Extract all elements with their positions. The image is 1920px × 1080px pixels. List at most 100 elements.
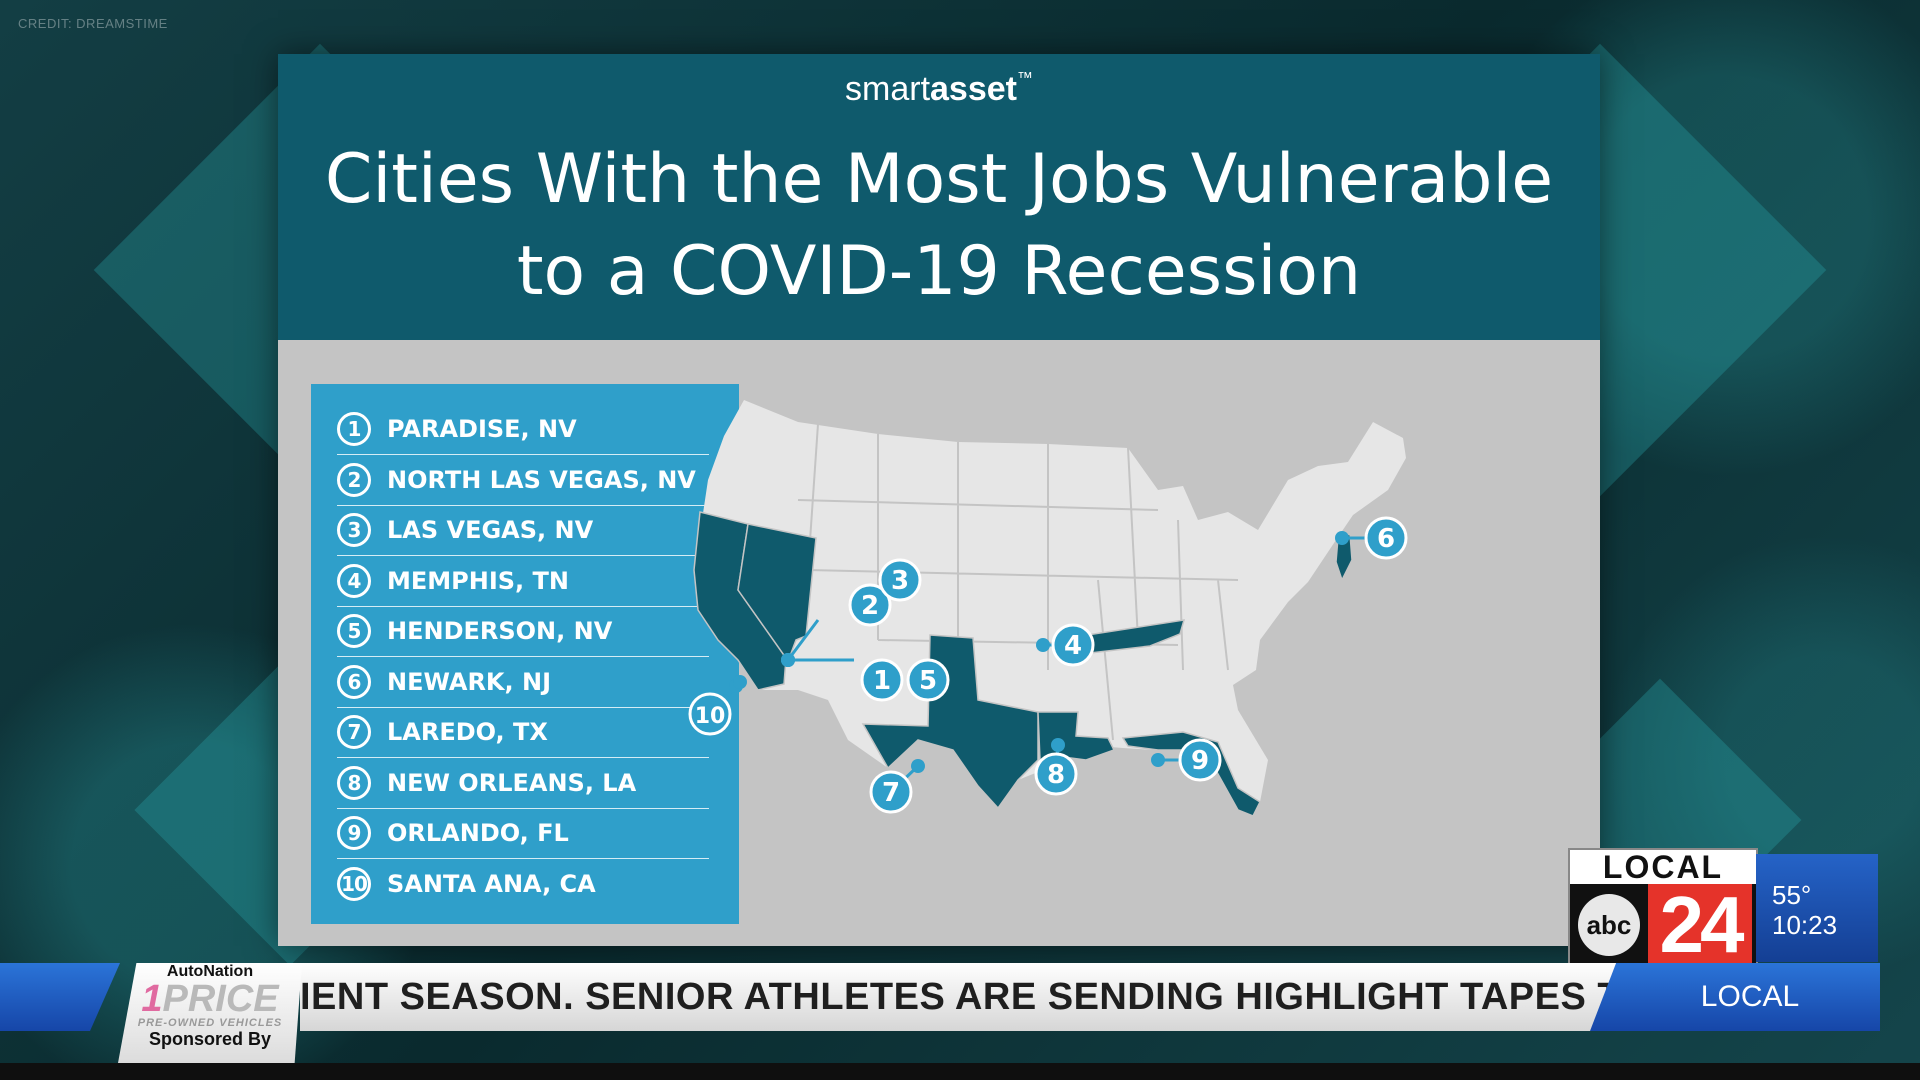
marker-label: 5 [919, 666, 937, 696]
marker-dot [1051, 738, 1065, 752]
photo-credit: CREDIT: DREAMSTIME [18, 16, 168, 31]
city-name: NEW ORLEANS, LA [387, 768, 637, 797]
page-title: Cities With the Most Jobs Vulnerable to … [278, 134, 1600, 318]
city-name: HENDERSON, NV [387, 617, 613, 645]
brand-tm: ™ [1016, 70, 1033, 87]
rank-badge: 8 [337, 765, 371, 800]
title-line-2: to a COVID-19 Recession [516, 232, 1362, 311]
brand-logo: smartasset™ [278, 70, 1600, 109]
list-item: 7 LAREDO, TX [337, 707, 709, 758]
marker-dot [781, 653, 795, 667]
map-marker-6: 6 [1364, 516, 1408, 560]
marker-label: 8 [1047, 760, 1065, 790]
city-name: NEWARK, NJ [387, 667, 552, 696]
marker-label: 4 [1064, 631, 1082, 661]
state-borders [797, 423, 1239, 741]
ticker-text: IENT SEASON. SENIOR ATHLETES ARE SENDING… [300, 976, 1620, 1018]
marker-dot [733, 675, 747, 689]
sponsor-brand: AutoNation [166, 963, 254, 980]
map-marker-5: 5 [906, 658, 950, 702]
list-item: 8 NEW ORLEANS, LA [337, 758, 709, 809]
station-logo: LOCAL abc 24 [1568, 848, 1758, 968]
rank-badge: 4 [337, 563, 371, 598]
list-item: 2 NORTH LAS VEGAS, NV [337, 455, 709, 506]
marker-label: 6 [1377, 524, 1395, 554]
title-line-1: Cities With the Most Jobs Vulnerable [324, 140, 1554, 219]
map-marker-7: 7 [869, 770, 913, 814]
city-name: SANTA ANA, CA [387, 869, 596, 898]
marker-label: 2 [861, 591, 879, 621]
brand-light: smart [845, 70, 931, 108]
map-marker-2: 2 [848, 583, 892, 627]
station-local-label: LOCAL [1570, 850, 1756, 884]
city-name: MEMPHIS, TN [387, 566, 569, 595]
marker-circle [878, 558, 922, 602]
city-name: LAREDO, TX [387, 718, 548, 746]
marker-dot [1151, 753, 1165, 767]
city-list: 1 PARADISE, NV 2 NORTH LAS VEGAS, NV 3 L… [311, 384, 739, 924]
sponsored-by-label: Sponsored By [148, 1029, 272, 1049]
list-item: 1 PARADISE, NV [337, 404, 709, 455]
city-name: NORTH LAS VEGAS, NV [387, 465, 696, 494]
city-name: LAS VEGAS, NV [387, 516, 594, 544]
state-texas [861, 634, 1039, 810]
rank-badge: 10 [337, 866, 371, 901]
marker-label: 9 [1191, 746, 1209, 776]
marker-label: 10 [695, 704, 726, 729]
channel-number: 24 [1648, 884, 1752, 966]
marker-label: 3 [891, 566, 909, 596]
map-marker-8: 8 [1034, 752, 1078, 796]
marker-dot [1036, 638, 1050, 652]
map-marker-10: 10 [688, 692, 732, 736]
news-ticker: IENT SEASON. SENIOR ATHLETES ARE SENDING… [0, 963, 1920, 1063]
list-item: 5 HENDERSON, NV [337, 606, 709, 657]
marker-circle [1364, 516, 1408, 560]
marker-circle [906, 658, 950, 702]
list-item: 10 SANTA ANA, CA [337, 859, 709, 909]
list-item: 6 NEWARK, NJ [337, 657, 709, 708]
temperature: 55° [1772, 880, 1812, 910]
ticker-section-label: LOCAL [1590, 963, 1880, 1031]
list-item: 4 MEMPHIS, TN [337, 556, 709, 607]
map-marker-1: 1 [860, 658, 904, 702]
card-body: 1 PARADISE, NV 2 NORTH LAS VEGAS, NV 3 L… [278, 340, 1600, 946]
map-marker-4: 4 [1051, 623, 1095, 667]
card-header: smartasset™ Cities With the Most Jobs Vu… [278, 54, 1600, 340]
marker-circle [869, 770, 913, 814]
list-item: 9 ORLANDO, FL [337, 808, 709, 859]
marker-circle [860, 658, 904, 702]
rank-badge: 6 [337, 664, 371, 699]
list-item: 3 LAS VEGAS, NV [337, 505, 709, 556]
infographic-card: smartasset™ Cities With the Most Jobs Vu… [278, 54, 1600, 946]
sponsor-badge: AutoNation 1PRICE PRE-OWNED VEHICLES Spo… [118, 963, 302, 1063]
sponsor-logo: 1PRICE [118, 978, 302, 1020]
marker-circle [848, 583, 892, 627]
rank-badge: 7 [337, 715, 371, 749]
marker-label: 7 [882, 778, 900, 808]
marker-circle [1178, 738, 1222, 782]
ticker-accent [0, 963, 120, 1031]
rank-badge: 9 [337, 816, 371, 850]
city-name: PARADISE, NV [387, 415, 577, 443]
marker-dot [1335, 531, 1349, 545]
ticker-crawl: IENT SEASON. SENIOR ATHLETES ARE SENDING… [300, 963, 1620, 1031]
rank-badge: 1 [337, 412, 371, 446]
brand-bold: asset [930, 70, 1017, 108]
marker-dot [911, 759, 925, 773]
state-nevada [737, 523, 817, 659]
marker-circle [1051, 623, 1095, 667]
bottom-strip [0, 1063, 1920, 1080]
marker-circle [1034, 752, 1078, 796]
clock-time: 10:23 [1772, 910, 1838, 940]
map-marker-3: 3 [878, 558, 922, 602]
marker-dots [729, 531, 1349, 773]
city-name: ORLANDO, FL [387, 819, 569, 847]
sponsor-price: PRICE [162, 978, 279, 1020]
sponsor-sub: PRE-OWNED VEHICLES [137, 1017, 283, 1029]
rank-badge: 5 [337, 614, 371, 648]
weather-widget: 55° 10:23 [1756, 854, 1878, 962]
map-marker-9: 9 [1178, 738, 1222, 782]
abc-logo-icon: abc [1578, 894, 1640, 956]
